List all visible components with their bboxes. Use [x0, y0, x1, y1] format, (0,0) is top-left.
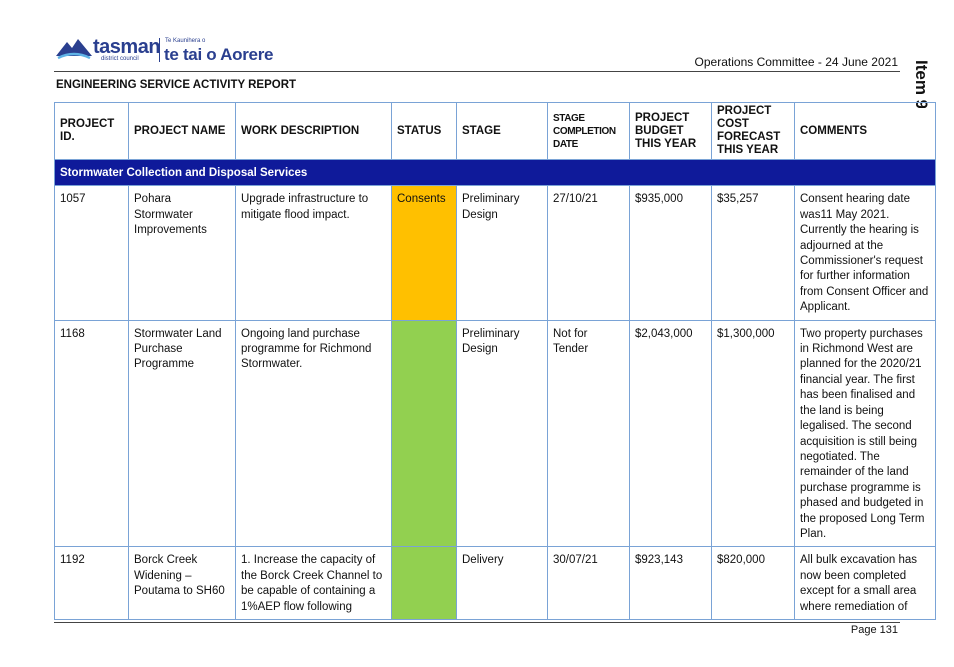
- logo-subtitle: district council: [101, 56, 139, 62]
- column-header: PROJECT COST FORECAST THIS YEAR: [711, 102, 795, 160]
- stage-cell: Delivery: [456, 546, 548, 620]
- work-description-cell: Upgrade infrastructure to mitigate flood…: [235, 185, 392, 321]
- page-number: Page 131: [850, 624, 898, 636]
- project-id-cell: 1168: [54, 319, 129, 548]
- header-divider: [54, 71, 900, 72]
- item-number: Item 9.8: [912, 60, 931, 108]
- column-header: COMMENTS: [794, 102, 936, 160]
- column-header: STATUS: [391, 102, 457, 160]
- table-row: 1057 Pohara Stormwater Improvements Upgr…: [54, 185, 936, 321]
- column-header: WORK DESCRIPTION: [235, 102, 392, 160]
- council-logo: tasman district council Te Kaunihera o t…: [56, 34, 276, 68]
- footer-divider: [54, 622, 900, 623]
- status-cell: Consents: [391, 185, 457, 321]
- status-cell: [391, 319, 457, 548]
- logo-maori-name: te tai o Aorere: [164, 45, 274, 64]
- completion-date-cell: 30/07/21: [547, 546, 630, 620]
- table-header-row: PROJECT ID. PROJECT NAME WORK DESCRIPTIO…: [54, 102, 936, 160]
- project-id-cell: 1192: [54, 546, 129, 620]
- column-header: STAGE COMPLETION DATE: [547, 102, 630, 160]
- activity-table: PROJECT ID. PROJECT NAME WORK DESCRIPTIO…: [54, 102, 936, 620]
- column-header: STAGE: [456, 102, 548, 160]
- report-title: ENGINEERING SERVICE ACTIVITY REPORT: [56, 79, 297, 91]
- budget-cell: $923,143: [629, 546, 712, 620]
- forecast-cell: $820,000: [711, 546, 795, 620]
- budget-cell: $2,043,000: [629, 319, 712, 548]
- completion-date-cell: 27/10/21: [547, 185, 630, 321]
- table-row: 1168 Stormwater Land Purchase Programme …: [54, 319, 936, 548]
- completion-date-cell: Not for Tender: [547, 319, 630, 548]
- forecast-cell: $1,300,000: [711, 319, 795, 548]
- stage-cell: Preliminary Design: [456, 319, 548, 548]
- comments-cell: All bulk excavation has now been complet…: [794, 546, 936, 620]
- column-header: PROJECT ID.: [54, 102, 129, 160]
- work-description-cell: 1. Increase the capacity of the Borck Cr…: [235, 546, 392, 620]
- column-header: PROJECT NAME: [128, 102, 236, 160]
- logo-divider: [159, 38, 160, 62]
- status-cell: [391, 546, 457, 620]
- logo-maori-small: Te Kaunihera o: [165, 38, 206, 44]
- project-name-cell: Pohara Stormwater Improvements: [128, 185, 236, 321]
- project-id-cell: 1057: [54, 185, 129, 321]
- logo-text: tasman: [93, 36, 161, 58]
- comments-cell: Consent hearing date was11 May 2021. Cur…: [794, 185, 936, 321]
- budget-cell: $935,000: [629, 185, 712, 321]
- committee-heading: Operations Committee - 24 June 2021: [694, 55, 898, 69]
- section-row: Stormwater Collection and Disposal Servi…: [54, 158, 936, 187]
- work-description-cell: Ongoing land purchase programme for Rich…: [235, 319, 392, 548]
- project-name-cell: Stormwater Land Purchase Programme: [128, 319, 236, 548]
- project-name-cell: Borck Creek Widening – Poutama to SH60: [128, 546, 236, 620]
- section-title: Stormwater Collection and Disposal Servi…: [54, 158, 936, 187]
- forecast-cell: $35,257: [711, 185, 795, 321]
- table-row: 1192 Borck Creek Widening – Poutama to S…: [54, 546, 936, 620]
- column-header: PROJECT BUDGET THIS YEAR: [629, 102, 712, 160]
- comments-cell: Two property purchases in Richmond West …: [794, 319, 936, 548]
- mountain-logo-icon: [56, 39, 92, 60]
- stage-cell: Preliminary Design: [456, 185, 548, 321]
